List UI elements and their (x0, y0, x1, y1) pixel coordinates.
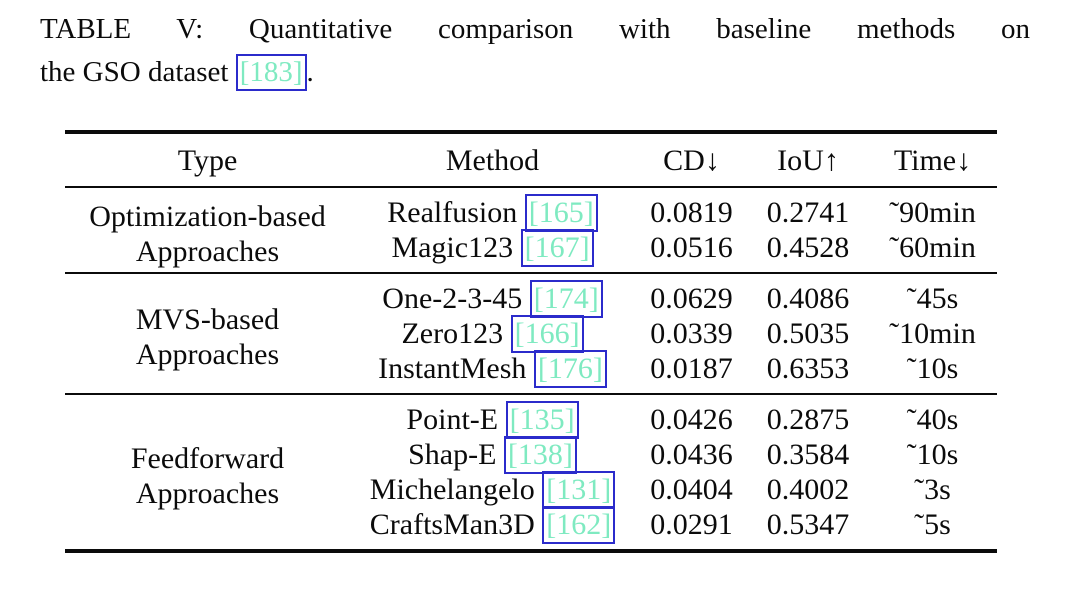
col-header-iou: IoU↑ (748, 132, 868, 188)
method-name: One-2-3-45 (382, 282, 523, 315)
citation-link-167[interactable]: [167] (520, 229, 594, 267)
results-table-wrapper: Type Method CD↓ IoU↑ Time↓ Optimization-… (65, 130, 997, 553)
iou-value: 0.4086 (766, 282, 850, 315)
iou-value: 0.2741 (766, 196, 850, 229)
table-row: Shap-E [138] 0.0436 0.3584 ˜10s (65, 436, 997, 474)
type-label-line: Feedforward (130, 441, 285, 475)
time-value: ˜3s (914, 473, 951, 506)
method-cell: Michelangelo [131] (350, 471, 635, 509)
type-label-line: Approaches (135, 338, 280, 371)
citation-link-174[interactable]: [174] (529, 280, 603, 318)
time-value: ˜45s (906, 282, 959, 315)
results-table: Type Method CD↓ IoU↑ Time↓ Optimization-… (65, 130, 997, 553)
method-name: Magic123 (391, 231, 514, 264)
method-cell: Magic123 [167] (350, 229, 635, 274)
iou-value: 0.2875 (766, 403, 850, 436)
method-cell: Zero123 [166] (350, 315, 635, 353)
citation-link-138[interactable]: [138] (503, 436, 577, 474)
iou-value: 0.6353 (748, 351, 868, 395)
citation-link-162[interactable]: [162] (542, 506, 616, 544)
citation-link-176[interactable]: [176] (533, 350, 607, 388)
time-value: ˜10s (868, 351, 997, 395)
time-value: ˜40s (906, 403, 959, 436)
col-header-cd: CD↓ (635, 132, 748, 188)
method-cell: Point-E [135] (350, 394, 635, 439)
table-row: InstantMesh [176] 0.0187 0.6353 ˜10s (65, 350, 997, 395)
method-name: Zero123 (401, 317, 504, 350)
group-type-mvs: MVS-based Approaches (65, 273, 350, 395)
cd-value: 0.0404 (650, 473, 733, 506)
table-row: Magic123 [167] 0.0516 0.4528 ˜60min (65, 229, 997, 274)
time-value: ˜10s (906, 438, 959, 471)
iou-value: 0.5035 (766, 317, 850, 350)
group-type-optimization: Optimization-based Approaches (65, 187, 350, 274)
type-label-line: Approaches (135, 476, 280, 510)
header-row: Type Method CD↓ IoU↑ Time↓ (65, 132, 997, 188)
caption-line-1: TABLE V: Quantitative comparison with ba… (40, 13, 1030, 45)
col-header-method: Method (350, 132, 635, 188)
table-row: Feedforward Approaches Point-E [135] 0.0… (65, 394, 997, 510)
citation-link-135[interactable]: [135] (505, 401, 579, 439)
cd-value: 0.0819 (650, 196, 733, 229)
citation-link-165[interactable]: [165] (524, 194, 598, 232)
cd-value: 0.0516 (635, 230, 748, 274)
cd-value: 0.0629 (650, 282, 733, 315)
time-value: ˜10min (889, 317, 976, 350)
method-name: Shap-E (408, 438, 497, 471)
table-caption: TABLE V: Quantitative comparison with ba… (40, 8, 1030, 94)
table-row: MVS-based Approaches One-2-3-45 [174] 0.… (65, 273, 997, 395)
cd-value: 0.0187 (635, 351, 748, 395)
method-cell: InstantMesh [176] (350, 350, 635, 395)
time-value: ˜90min (889, 196, 976, 229)
caption-period: . (306, 56, 314, 88)
col-header-time: Time↓ (868, 132, 997, 188)
table-row: Optimization-based Approaches Realfusion… (65, 187, 997, 274)
group-type-feedforward: Feedforward Approaches (65, 394, 350, 551)
method-cell: Shap-E [138] (350, 436, 635, 474)
type-label-line: MVS-based (135, 303, 280, 336)
iou-value: 0.3584 (766, 438, 850, 471)
type-label-line: Optimization-based (89, 199, 326, 233)
method-name: Point-E (406, 403, 499, 436)
type-label-line: Approaches (135, 234, 280, 268)
col-header-type: Type (65, 132, 350, 188)
method-name: CraftsMan3D (369, 508, 535, 541)
citation-link-166[interactable]: [166] (510, 315, 584, 353)
table-row: Zero123 [166] 0.0339 0.5035 ˜10min (65, 315, 997, 353)
cd-value: 0.0436 (650, 438, 733, 471)
iou-value: 0.4528 (748, 230, 868, 274)
caption-text: the GSO dataset (40, 56, 236, 88)
method-cell: One-2-3-45 [174] (350, 273, 635, 318)
iou-value: 0.5347 (766, 508, 850, 541)
time-value: ˜5s (914, 508, 951, 541)
method-cell: CraftsMan3D [162] (350, 506, 635, 551)
cd-value: 0.0339 (650, 317, 733, 350)
cd-value: 0.0426 (650, 403, 733, 436)
method-name: Realfusion (387, 196, 518, 229)
method-name: InstantMesh (378, 352, 527, 385)
iou-value: 0.4002 (766, 473, 850, 506)
method-cell: Realfusion [165] (350, 187, 635, 232)
cd-value: 0.0291 (650, 508, 733, 541)
time-value: ˜60min (868, 230, 997, 274)
table-row: CraftsMan3D [162] 0.0291 0.5347 ˜5s (65, 506, 997, 551)
caption-line-2: the GSO dataset [183]. (40, 51, 1030, 94)
citation-link-183[interactable]: [183] (235, 54, 307, 91)
method-name: Michelangelo (369, 473, 535, 506)
citation-link-131[interactable]: [131] (542, 471, 616, 509)
table-row: Michelangelo [131] 0.0404 0.4002 ˜3s (65, 471, 997, 509)
